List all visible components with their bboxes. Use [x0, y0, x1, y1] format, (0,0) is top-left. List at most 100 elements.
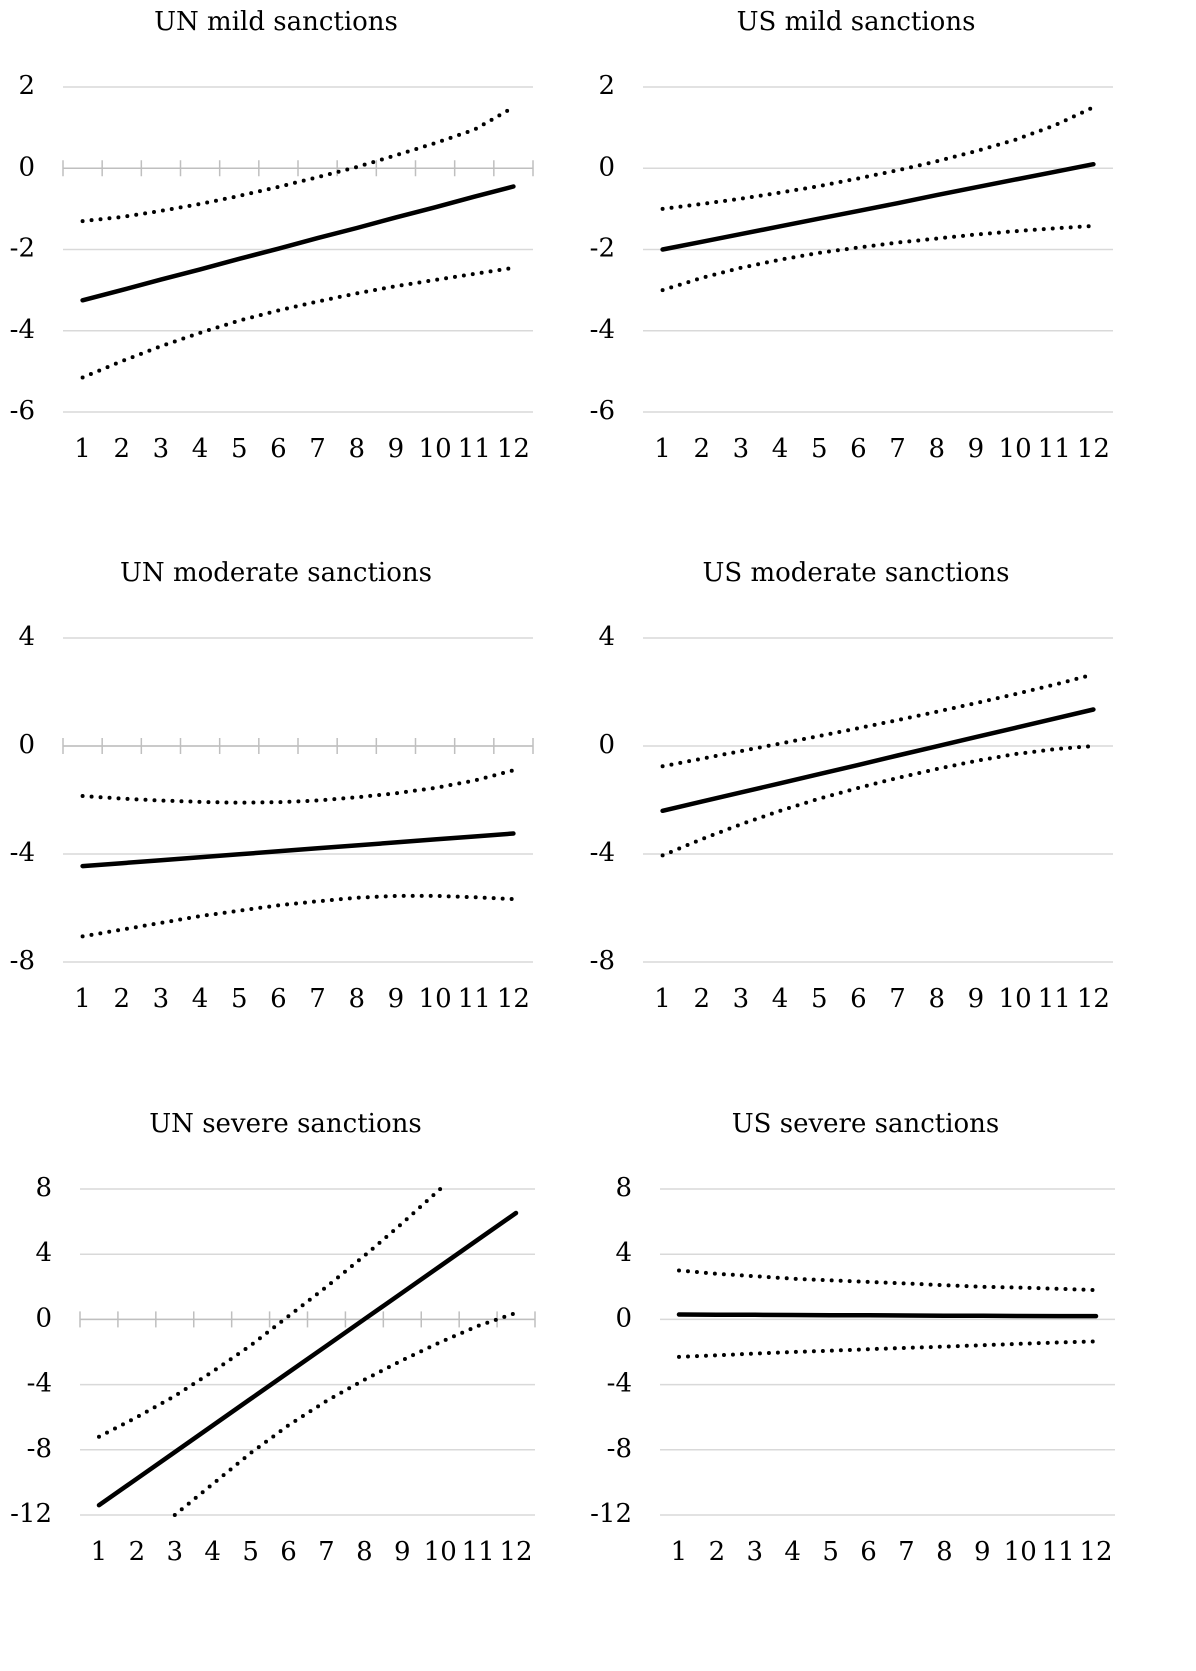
x-tick-label: 10	[419, 434, 452, 464]
x-tick-label: 3	[733, 984, 750, 1014]
x-tick-label: 8	[936, 1537, 953, 1567]
x-tick-label: 4	[784, 1537, 801, 1567]
y-tick-label: -4	[607, 1369, 632, 1399]
x-tick-label: 5	[231, 984, 248, 1014]
x-tick-label: 5	[822, 1537, 839, 1567]
x-tick-label: 6	[860, 1537, 877, 1567]
x-tick-label: 1	[74, 984, 91, 1014]
x-tick-label: 4	[772, 984, 789, 1014]
x-tick-label: 8	[928, 434, 945, 464]
x-tick-label: 9	[968, 984, 985, 1014]
chart-title: UN severe sanctions	[149, 1109, 421, 1139]
y-tick-label: 4	[18, 622, 35, 652]
x-tick-label: 2	[693, 434, 710, 464]
x-tick-label: 3	[153, 434, 170, 464]
y-tick-label: 0	[598, 152, 615, 182]
x-tick-label: 7	[889, 434, 906, 464]
x-tick-label: 1	[654, 434, 671, 464]
x-tick-label: 9	[394, 1537, 411, 1567]
x-tick-label: 4	[192, 434, 209, 464]
x-tick-label: 7	[318, 1537, 335, 1567]
y-tick-label: 8	[615, 1173, 632, 1203]
x-tick-label: 1	[671, 1537, 688, 1567]
x-tick-label: 2	[113, 984, 130, 1014]
y-tick-label: 4	[615, 1238, 632, 1268]
chart-title: UN moderate sanctions	[120, 558, 432, 588]
x-tick-label: 1	[654, 984, 671, 1014]
x-tick-label: 10	[999, 434, 1032, 464]
y-tick-label: 0	[598, 730, 615, 760]
y-tick-label: 0	[18, 152, 35, 182]
y-tick-label: 4	[598, 622, 615, 652]
series-line	[677, 1339, 1098, 1359]
x-tick-label: 10	[1004, 1537, 1037, 1567]
x-tick-label: 2	[129, 1537, 146, 1567]
y-tick-label: -2	[590, 234, 615, 264]
x-tick-label: 4	[192, 984, 209, 1014]
x-tick-label: 11	[1038, 434, 1071, 464]
x-tick-label: 12	[497, 434, 530, 464]
series-line	[80, 184, 516, 303]
x-tick-label: 1	[91, 1537, 108, 1567]
x-tick-label: 4	[204, 1537, 221, 1567]
y-tick-label: -6	[10, 396, 35, 426]
x-tick-label: 10	[419, 984, 452, 1014]
x-tick-label: 11	[462, 1537, 495, 1567]
x-tick-label: 12	[499, 1537, 532, 1567]
x-tick-label: 12	[1077, 434, 1110, 464]
x-tick-label: 1	[74, 434, 91, 464]
x-tick-label: 6	[850, 434, 867, 464]
series-line	[677, 1268, 1098, 1293]
y-tick-label: -4	[10, 315, 35, 345]
x-tick-label: 9	[388, 434, 405, 464]
series-line	[660, 105, 1096, 211]
series-line	[80, 105, 516, 224]
x-tick-label: 4	[772, 434, 789, 464]
x-tick-label: 10	[999, 984, 1032, 1014]
y-tick-label: 2	[598, 71, 615, 101]
x-tick-label: 10	[424, 1537, 457, 1567]
y-tick-label: -6	[590, 396, 615, 426]
y-tick-label: -4	[10, 838, 35, 868]
x-tick-label: 11	[1038, 984, 1071, 1014]
x-tick-label: 8	[356, 1537, 373, 1567]
x-tick-label: 11	[458, 984, 491, 1014]
x-tick-label: 3	[153, 984, 170, 1014]
y-tick-label: 2	[18, 71, 35, 101]
series-line	[660, 161, 1096, 252]
x-tick-label: 3	[733, 434, 750, 464]
x-tick-label: 9	[974, 1537, 991, 1567]
series-line	[96, 1210, 519, 1508]
y-tick-label: -2	[10, 234, 35, 264]
y-tick-label: -8	[10, 946, 35, 976]
x-tick-label: 8	[928, 984, 945, 1014]
x-tick-label: 8	[348, 984, 365, 1014]
y-tick-label: -8	[27, 1434, 52, 1464]
x-tick-label: 2	[693, 984, 710, 1014]
x-tick-label: 11	[1042, 1537, 1075, 1567]
y-tick-label: 0	[35, 1303, 52, 1333]
series-line	[80, 893, 516, 939]
series-line	[80, 768, 516, 805]
x-tick-label: 7	[309, 984, 326, 1014]
x-tick-label: 9	[968, 434, 985, 464]
x-tick-label: 12	[497, 984, 530, 1014]
y-tick-label: -12	[590, 1499, 632, 1529]
x-tick-label: 3	[747, 1537, 764, 1567]
series-line	[660, 672, 1096, 769]
x-tick-label: 3	[167, 1537, 184, 1567]
chart-title: UN mild sanctions	[154, 7, 398, 37]
x-tick-label: 7	[309, 434, 326, 464]
x-tick-label: 2	[709, 1537, 726, 1567]
series-line	[97, 1187, 443, 1439]
x-tick-label: 6	[850, 984, 867, 1014]
x-tick-label: 5	[231, 434, 248, 464]
x-tick-label: 5	[811, 984, 828, 1014]
y-tick-label: -8	[590, 946, 615, 976]
chart-title: US severe sanctions	[732, 1109, 1000, 1139]
x-tick-label: 5	[242, 1537, 259, 1567]
series-line	[676, 1312, 1099, 1319]
x-tick-label: 12	[1079, 1537, 1112, 1567]
y-tick-label: -4	[590, 315, 615, 345]
y-tick-label: 8	[35, 1173, 52, 1203]
